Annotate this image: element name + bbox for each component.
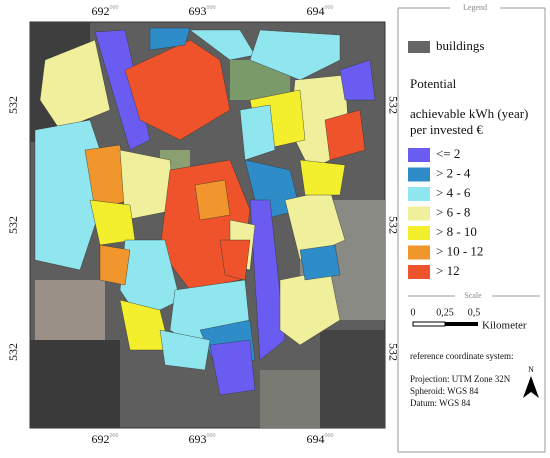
zone xyxy=(149,27,191,51)
class-label: > 8 - 10 xyxy=(436,224,477,239)
class-label: > 10 - 12 xyxy=(436,243,483,258)
class-label: > 2 - 4 xyxy=(436,165,471,180)
legend-classes: <= 2 > 2 - 4 > 4 - 6 > 6 - 8 > 8 - 10 > 10 - … xyxy=(408,146,483,279)
class-label: > 6 - 8 xyxy=(436,204,470,219)
zone xyxy=(339,59,376,101)
scale-label: 0,5 xyxy=(468,307,481,318)
coordinate-sup: 000 xyxy=(207,433,216,439)
zone xyxy=(124,39,231,141)
legend-subheading: achievable kWh (year) xyxy=(410,106,528,121)
class-swatch xyxy=(408,167,430,182)
reference-line: Datum: WGS 84 xyxy=(410,398,471,408)
coordinate-main: 692 xyxy=(92,4,110,18)
x-coordinate-label: 693000 xyxy=(189,432,216,446)
x-coordinate-label: 694000 xyxy=(307,4,334,18)
zone xyxy=(299,244,341,281)
y-coordinate-label: 532 xyxy=(6,216,20,234)
buildings-label: buildings xyxy=(436,38,484,53)
zone xyxy=(39,39,111,131)
coordinate-main: 692 xyxy=(92,432,110,446)
class-label: > 4 - 6 xyxy=(436,185,471,200)
coordinate-main: 694 xyxy=(307,432,325,446)
scale-bar xyxy=(445,322,478,326)
scale-bar xyxy=(412,321,446,327)
zone xyxy=(324,109,366,161)
class-label: > 12 xyxy=(436,263,460,278)
zone xyxy=(194,179,231,221)
coordinate-main: 694 xyxy=(307,4,325,18)
zone xyxy=(239,104,276,161)
legend-subheading: per invested € xyxy=(410,122,483,137)
north-arrow xyxy=(523,376,539,398)
coordinate-sup: 000 xyxy=(207,5,216,11)
class-swatch xyxy=(408,148,430,162)
coordinate-main: 693 xyxy=(189,4,207,18)
zone xyxy=(219,239,251,281)
scale-unit: Kilometer xyxy=(482,320,527,332)
zone xyxy=(209,339,256,396)
zone xyxy=(159,329,211,371)
y-coordinate-label: 532 xyxy=(386,96,400,114)
coordinate-sup: 000 xyxy=(110,5,119,11)
x-coordinate-label: 692000 xyxy=(92,4,119,18)
coordinate-sup: 000 xyxy=(325,5,334,11)
buildings-swatch xyxy=(408,41,430,53)
legend-title: Legend xyxy=(463,3,487,12)
reference-line: Projection: UTM Zone 32N xyxy=(410,374,511,384)
zone xyxy=(99,244,131,286)
coordinate-sup: 000 xyxy=(325,433,334,439)
x-coordinate-label: 693000 xyxy=(189,4,216,18)
scale-label: 0 xyxy=(411,307,416,318)
class-swatch xyxy=(408,265,430,279)
zone xyxy=(299,159,346,196)
class-label: <= 2 xyxy=(436,146,460,161)
zones xyxy=(34,27,376,396)
reference-title: reference coordinate system: xyxy=(410,351,513,361)
class-swatch xyxy=(408,245,430,260)
class-swatch xyxy=(408,226,430,240)
coordinate-main: 693 xyxy=(189,432,207,446)
y-coordinate-label: 532 xyxy=(6,343,20,361)
y-coordinate-label: 532 xyxy=(386,343,400,361)
x-coordinate-label: 692000 xyxy=(92,432,119,446)
y-coordinate-label: 532 xyxy=(6,96,20,114)
class-swatch xyxy=(408,187,430,201)
reference-line: Spheroid: WGS 84 xyxy=(410,386,479,396)
coordinate-sup: 000 xyxy=(110,433,119,439)
zone xyxy=(249,29,341,81)
north-label: N xyxy=(528,365,534,374)
x-coordinate-label: 694000 xyxy=(307,432,334,446)
legend-heading: Potential xyxy=(410,76,457,91)
scale-label: 0,25 xyxy=(436,307,454,318)
scale-title: Scale xyxy=(464,291,482,300)
class-swatch xyxy=(408,206,430,221)
y-coordinate-label: 532 xyxy=(386,216,400,234)
zone xyxy=(249,199,286,361)
satellite-background xyxy=(30,22,385,428)
zone xyxy=(94,29,151,151)
